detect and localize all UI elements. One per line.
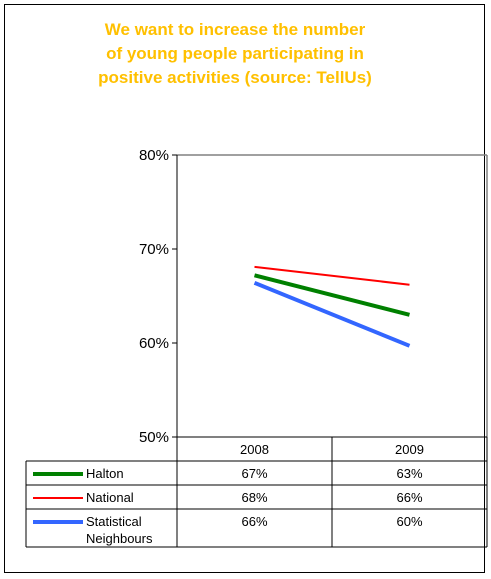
- chart-title: We want to increase the number of young …: [98, 20, 372, 87]
- legend-label: Neighbours: [86, 531, 153, 546]
- data-table: 2008 2009 Halton 67% 63% National 68% 66% Statis…: [25, 437, 488, 548]
- x-tick-label: 2009: [395, 442, 424, 457]
- data-label: 66%: [241, 514, 267, 529]
- legend-label: National: [86, 490, 134, 505]
- data-label: 67%: [241, 466, 267, 481]
- chart-series: [253, 265, 411, 348]
- data-label: 63%: [396, 466, 422, 481]
- series-line-2: [253, 280, 411, 348]
- data-label: 60%: [396, 514, 422, 529]
- series-line-1: [254, 265, 410, 286]
- series-line-0: [254, 273, 410, 317]
- chart-axes: 50% 60% 70% 80%: [139, 147, 488, 446]
- chart-frame: [4, 4, 485, 573]
- y-tick-label: 80%: [139, 147, 169, 164]
- data-label: 66%: [396, 490, 422, 505]
- legend-label: Halton: [86, 466, 124, 481]
- y-tick-label: 60%: [139, 335, 169, 352]
- x-tick-label: 2008: [240, 442, 269, 457]
- y-tick-label: 50%: [139, 429, 169, 446]
- legend-label: Statistical: [86, 514, 142, 529]
- y-tick-label: 70%: [139, 241, 169, 258]
- data-label: 68%: [241, 490, 267, 505]
